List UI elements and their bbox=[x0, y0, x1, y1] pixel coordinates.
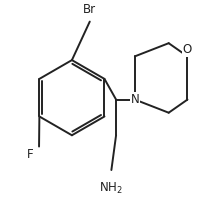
Text: N: N bbox=[131, 93, 139, 106]
Text: Br: Br bbox=[83, 3, 96, 16]
Text: O: O bbox=[183, 43, 192, 56]
Text: NH$_2$: NH$_2$ bbox=[99, 181, 123, 196]
Text: F: F bbox=[27, 148, 34, 162]
